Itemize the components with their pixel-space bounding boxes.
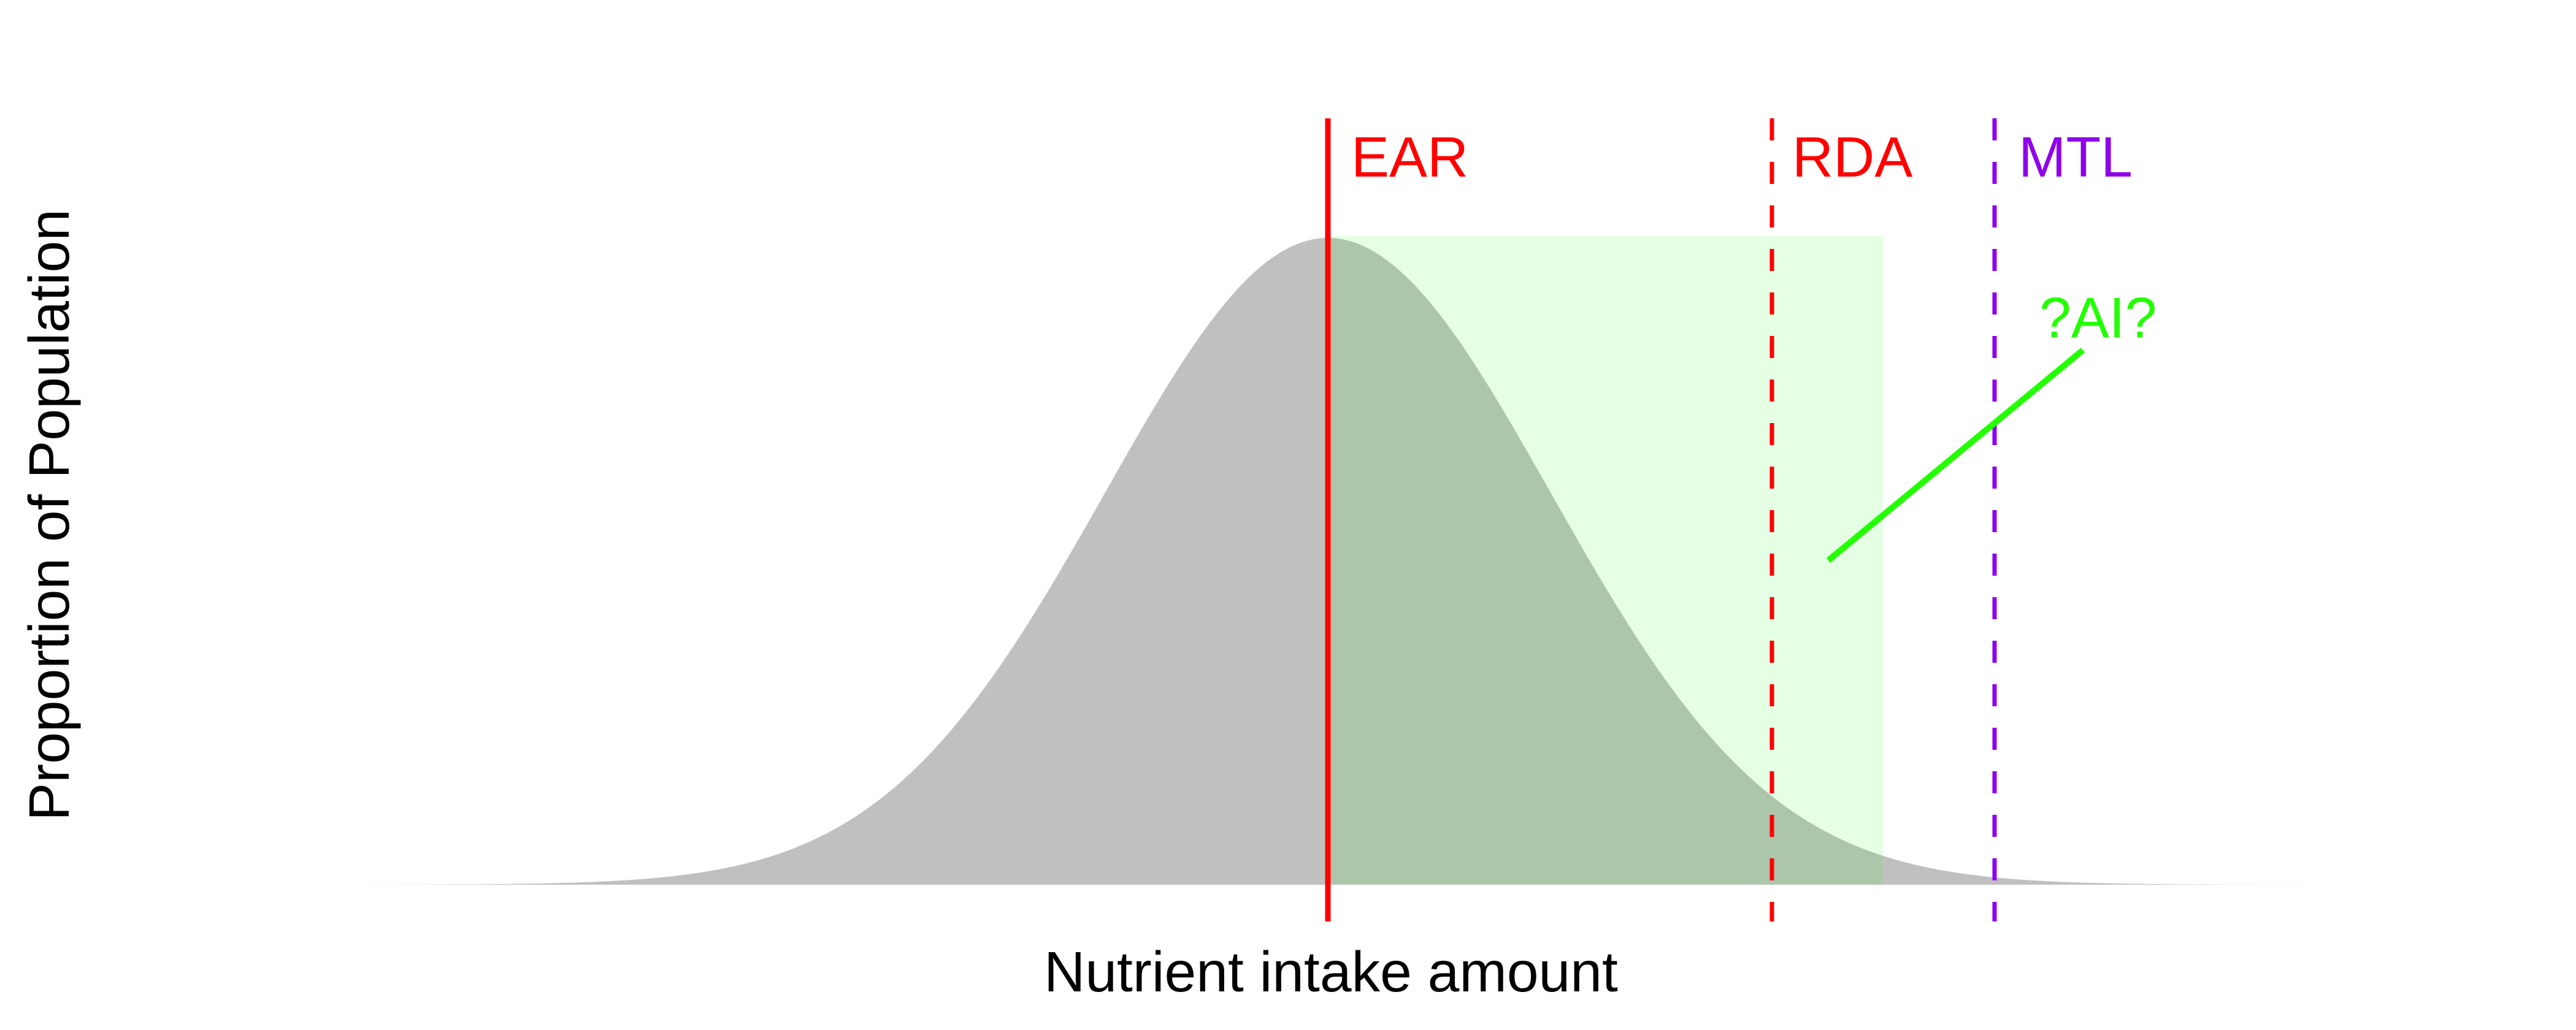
ear-label: EAR <box>1351 125 1468 189</box>
y-axis-label: Proportion of Population <box>17 209 81 821</box>
mtl-label: MTL <box>2018 125 2133 189</box>
ai-annotation-pointer-line <box>1826 348 2085 563</box>
x-axis-label: Nutrient intake amount <box>1044 940 1618 1004</box>
ai-annotation-label: ?AI? <box>2039 286 2156 349</box>
adequate-intake-shaded-region <box>1328 236 1883 885</box>
rda-label: RDA <box>1792 125 1912 189</box>
population-distribution-curve <box>368 238 2306 885</box>
